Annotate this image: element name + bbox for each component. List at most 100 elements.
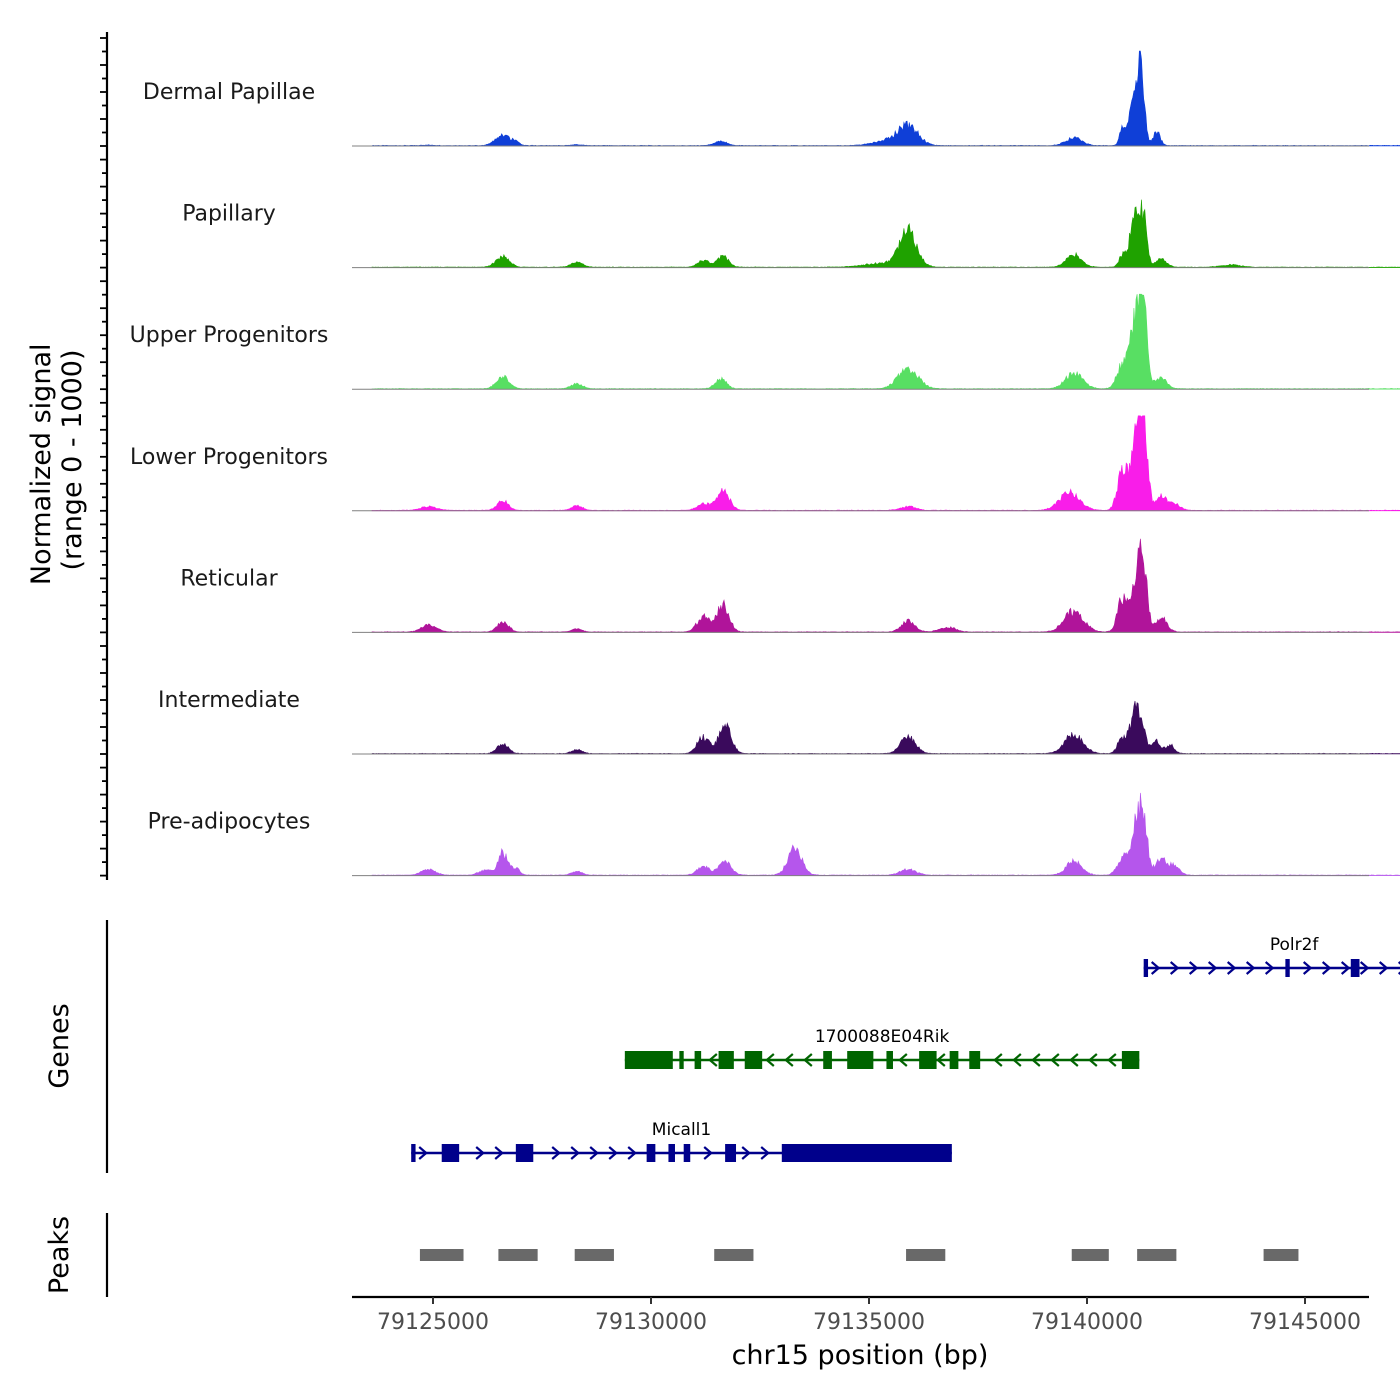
gene-label: Polr2f (1270, 935, 1320, 955)
strand-arrow (1245, 961, 1256, 975)
track-label: Papillary (182, 202, 276, 227)
coverage-area (371, 538, 1400, 633)
strand-arrow (1107, 1053, 1117, 1067)
peak-region (498, 1249, 538, 1261)
coverage-track: Reticular (180, 538, 1400, 633)
strand-arrow (1150, 961, 1161, 975)
strand-arrow (993, 1053, 1003, 1067)
gene-exon (1285, 959, 1290, 977)
gene-annotations: Polr2f 1700088E04Rik Micall1 (411, 935, 1400, 1162)
peak-region (1137, 1249, 1177, 1261)
x-tick-label: 79125000 (377, 1310, 489, 1335)
coverage-area (371, 50, 1400, 147)
coverage-area (371, 700, 1400, 755)
strand-arrow (475, 1146, 485, 1160)
peak-region (419, 1249, 464, 1261)
gene-exon (886, 1051, 893, 1069)
strand-arrow (1050, 1053, 1060, 1067)
strand-arrow (1359, 961, 1370, 975)
strand-arrow (418, 1146, 428, 1160)
peak-region (1263, 1249, 1299, 1261)
strand-arrow (1378, 961, 1389, 975)
strand-arrow (784, 1053, 794, 1067)
gene-exon (679, 1051, 684, 1069)
x-axis-title: chr15 position (bp) (732, 1340, 989, 1371)
strand-arrow (803, 1053, 813, 1067)
x-axis-ticks: 79125000 79130000 79135000 79140000 79145000 (377, 1297, 1361, 1335)
coverage-track: Intermediate (158, 688, 1400, 755)
strand-arrow (1069, 1053, 1079, 1067)
coverage-track: Upper Progenitors (130, 293, 1400, 390)
gene-label: 1700088E04Rik (815, 1027, 950, 1047)
gene-exon (515, 1144, 534, 1162)
x-tick-label: 79130000 (595, 1310, 707, 1335)
track-label: Dermal Papillae (143, 80, 315, 105)
gene-exon (919, 1051, 937, 1069)
peak-regions (419, 1249, 1299, 1261)
gene-exon (1121, 1051, 1140, 1069)
strand-arrow (741, 1146, 751, 1160)
track-label: Pre-adipocytes (148, 810, 311, 835)
strand-arrow (608, 1146, 618, 1160)
strand-arrow (589, 1146, 599, 1160)
strand-arrow (551, 1146, 561, 1160)
strand-arrow (1226, 961, 1237, 975)
coverage-y-axis-title-line1: Normalized signal (26, 344, 57, 586)
gene-exon (781, 1144, 952, 1162)
strand-arrow (1169, 961, 1180, 975)
strand-arrow (1264, 961, 1275, 975)
coverage-tracks: Dermal Papillae Papillary Upper Progenitor… (130, 50, 1400, 877)
x-tick-label: 79145000 (1249, 1310, 1361, 1335)
gene-exon (725, 1144, 737, 1162)
gene-exon (668, 1144, 675, 1162)
coverage-y-axis (100, 32, 109, 880)
coverage-area (371, 415, 1400, 512)
gene-exon (823, 1051, 832, 1069)
gene: Micall1 (411, 1120, 952, 1162)
coverage-y-axis-title-line2: (range 0 - 1000) (57, 350, 88, 571)
gene-label: Micall1 (652, 1120, 711, 1140)
gene-exon (646, 1144, 656, 1162)
track-label: Intermediate (158, 688, 300, 713)
gene: Polr2f (1143, 935, 1400, 977)
gene-exon (1350, 959, 1360, 977)
strand-arrow (1012, 1053, 1022, 1067)
peak-region (714, 1249, 754, 1261)
peak-region (1071, 1249, 1109, 1261)
gene-exon (744, 1051, 763, 1069)
strand-arrow (1088, 1053, 1098, 1067)
coverage-track: Dermal Papillae (143, 50, 1400, 147)
strand-arrow (1031, 1053, 1041, 1067)
gene-exon (1143, 959, 1149, 977)
coverage-track: Papillary (182, 199, 1400, 269)
strand-arrow (760, 1146, 770, 1160)
strand-arrow (1321, 961, 1332, 975)
strand-arrow (627, 1146, 637, 1160)
gene-exon (949, 1051, 959, 1069)
peak-region (574, 1249, 614, 1261)
strand-arrow (708, 1053, 718, 1067)
x-tick-label: 79135000 (813, 1310, 925, 1335)
strand-arrow (936, 1053, 946, 1067)
strand-arrow (703, 1146, 713, 1160)
coverage-area (371, 199, 1400, 268)
track-label: Upper Progenitors (130, 323, 329, 348)
peak-region (906, 1249, 946, 1261)
coverage-area (371, 792, 1400, 876)
strand-arrow (1188, 961, 1199, 975)
x-tick-label: 79140000 (1031, 1310, 1143, 1335)
gene-exon (718, 1051, 734, 1069)
gene-exon (694, 1051, 702, 1069)
track-label: Reticular (180, 566, 278, 591)
strand-arrow (765, 1053, 775, 1067)
strand-arrow (1340, 961, 1351, 975)
coverage-track: Pre-adipocytes (148, 792, 1400, 877)
gene-exon (847, 1051, 874, 1069)
strand-arrow (1207, 961, 1218, 975)
gene-exon (683, 1144, 691, 1162)
coverage-track: Lower Progenitors (130, 415, 1400, 512)
strand-arrow (570, 1146, 580, 1160)
gene-exon (624, 1051, 673, 1069)
strand-arrow (1302, 961, 1313, 975)
